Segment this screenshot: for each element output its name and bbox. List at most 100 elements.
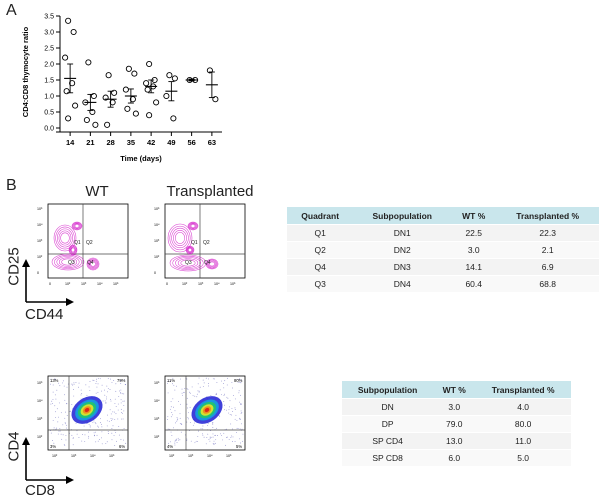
- event-dot: [224, 393, 225, 395]
- event-dot: [56, 408, 58, 410]
- event-dot: [240, 442, 241, 444]
- event-dot: [198, 390, 200, 392]
- event-dot: [214, 442, 216, 444]
- event-dot: [231, 407, 233, 409]
- event-dot: [73, 383, 75, 385]
- event-dot: [195, 440, 197, 442]
- y-tick-label: 2.5: [44, 46, 54, 53]
- table-cell: 60.4: [451, 275, 497, 292]
- event-dot: [63, 380, 64, 382]
- event-dot: [175, 439, 177, 441]
- event-dot: [71, 434, 73, 436]
- event-dot: [186, 438, 188, 440]
- event-dot: [49, 430, 51, 432]
- event-dot: [229, 400, 231, 402]
- event-dot: [89, 425, 91, 427]
- tick-label: 10²: [154, 435, 160, 439]
- event-dot: [96, 378, 98, 380]
- event-dot: [124, 379, 126, 381]
- data-point: [125, 65, 132, 72]
- event-dot: [186, 421, 188, 423]
- x-tick-label: 63: [208, 138, 216, 147]
- contour-ring: [188, 222, 198, 230]
- event-dot: [89, 426, 91, 428]
- table-cell: 3.0: [451, 241, 497, 259]
- event-dot: [231, 382, 233, 384]
- event-dot: [219, 389, 221, 391]
- event-dot: [192, 424, 194, 426]
- event-dot: [80, 394, 82, 396]
- event-dot: [226, 396, 228, 398]
- tick-label: 10²: [169, 454, 175, 458]
- event-dot: [107, 433, 109, 434]
- event-dot: [120, 408, 122, 410]
- density-layer: [204, 407, 210, 413]
- event-dot: [120, 392, 121, 394]
- event-dot: [120, 379, 122, 381]
- event-dot: [171, 414, 173, 416]
- event-dot: [212, 433, 214, 435]
- quadrant-label: Q4: [204, 260, 211, 266]
- event-dot: [205, 377, 207, 379]
- event-dot: [113, 411, 115, 413]
- event-dot: [122, 393, 124, 395]
- event-dot: [236, 379, 238, 381]
- table-cell: SP CD8: [342, 449, 434, 466]
- contour-ring: [71, 247, 75, 253]
- table-cell: 6.9: [496, 258, 599, 276]
- table-cell: Q2: [287, 241, 354, 259]
- event-dot: [58, 402, 60, 404]
- event-dot: [110, 418, 112, 419]
- event-dot: [101, 443, 103, 445]
- event-dot: [105, 442, 107, 444]
- event-dot: [173, 406, 175, 408]
- data-point: [62, 54, 69, 61]
- event-dot: [98, 439, 100, 440]
- tick-label: 10³: [81, 282, 87, 286]
- event-dot: [80, 389, 82, 391]
- event-dot: [93, 432, 95, 434]
- event-dot: [222, 439, 224, 441]
- event-dot: [188, 418, 189, 420]
- event-dot: [207, 433, 209, 435]
- data-point: [166, 72, 173, 79]
- table-cell: 14.1: [451, 258, 497, 276]
- tick-label: 0: [49, 282, 51, 286]
- event-dot: [238, 390, 240, 392]
- event-dot: [232, 436, 234, 438]
- event-dot: [212, 422, 213, 424]
- event-dot: [101, 431, 103, 433]
- contour-ring: [87, 258, 99, 270]
- event-dot: [106, 398, 107, 400]
- contour-ring: [88, 259, 98, 269]
- event-dot: [109, 409, 111, 411]
- contour-ring: [187, 247, 193, 253]
- event-dot: [120, 439, 122, 441]
- event-dot: [187, 417, 189, 419]
- event-dot: [51, 403, 53, 405]
- contour-ring: [69, 246, 77, 254]
- event-dot: [107, 414, 108, 416]
- event-dot: [183, 391, 185, 393]
- table1-header-quadrant: Quadrant: [287, 207, 354, 225]
- tick-label: 0: [37, 271, 39, 275]
- event-dot: [109, 389, 111, 390]
- event-dot: [105, 402, 107, 404]
- event-dot: [124, 384, 126, 386]
- event-dot: [112, 425, 114, 427]
- event-dot: [75, 382, 77, 383]
- data-point: [85, 59, 92, 66]
- event-dot: [180, 423, 182, 425]
- event-dot: [239, 417, 241, 419]
- event-dot: [78, 382, 80, 384]
- event-dot: [216, 435, 218, 436]
- data-point: [65, 17, 72, 24]
- event-dot: [54, 394, 56, 396]
- event-dot: [219, 416, 221, 417]
- contour-ring: [186, 246, 194, 254]
- tick-label: 10³: [188, 454, 194, 458]
- event-dot: [123, 439, 124, 441]
- event-dot: [198, 377, 200, 379]
- quadrant-label: Q1: [191, 240, 198, 246]
- event-dot: [237, 427, 239, 429]
